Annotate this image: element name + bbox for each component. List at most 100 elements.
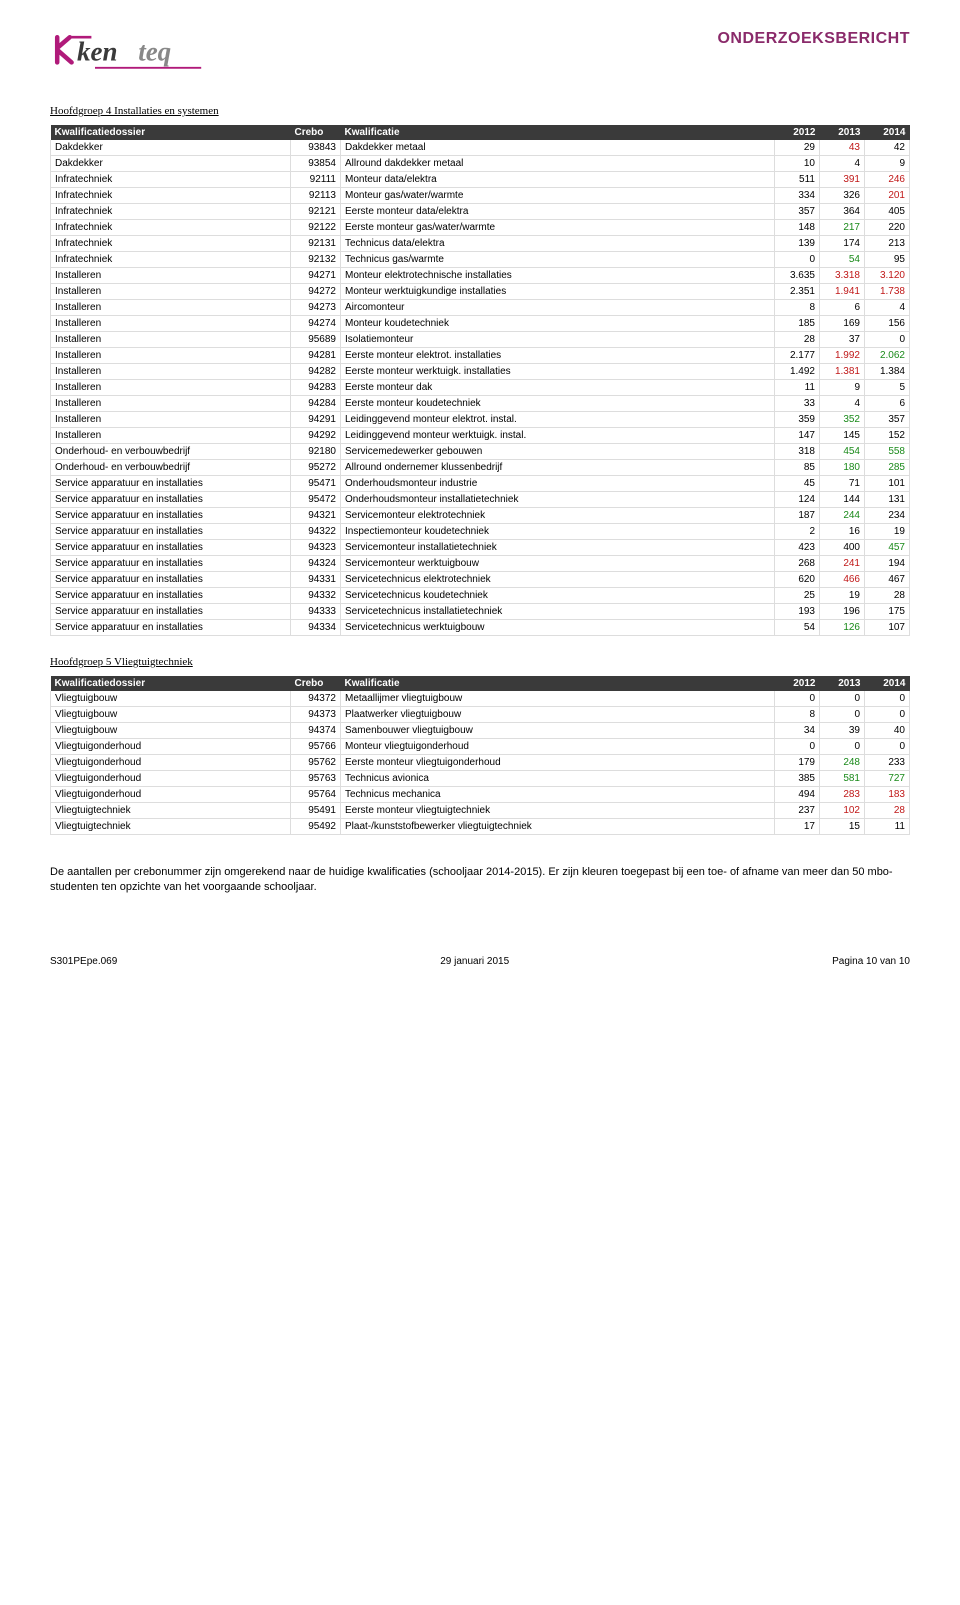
table-row: Service apparatuur en installaties94334S…	[51, 620, 910, 636]
table-cell: Vliegtuigonderhoud	[51, 771, 291, 787]
table-cell: 94332	[291, 588, 341, 604]
table-cell: 92132	[291, 252, 341, 268]
table-cell: 156	[865, 316, 910, 332]
table-row: Vliegtuigonderhoud95766Monteur vliegtuig…	[51, 739, 910, 755]
table-cell: Vliegtuigonderhoud	[51, 755, 291, 771]
document-title: ONDERZOEKSBERICHT	[717, 30, 910, 48]
table-cell: 28	[865, 588, 910, 604]
table-cell: 19	[865, 524, 910, 540]
table-row: Onderhoud- en verbouwbedrijf92180Service…	[51, 444, 910, 460]
footnote: De aantallen per crebonummer zijn omgere…	[50, 865, 910, 896]
table-row: Service apparatuur en installaties94323S…	[51, 540, 910, 556]
column-header: 2012	[775, 676, 820, 691]
table-cell: 454	[820, 444, 865, 460]
table-cell: Infratechniek	[51, 188, 291, 204]
page-footer: S301PEpe.069 29 januari 2015 Pagina 10 v…	[50, 956, 910, 967]
table-header: KwalificatiedossierCreboKwalificatie2012…	[51, 125, 910, 140]
table-cell: Eerste monteur data/elektra	[341, 204, 775, 220]
table-cell: Samenbouwer vliegtuigbouw	[341, 723, 775, 739]
table-cell: 2.351	[775, 284, 820, 300]
table-row: Vliegtuigtechniek95492Plaat-/kunststofbe…	[51, 819, 910, 835]
table-cell: 400	[820, 540, 865, 556]
table-cell: 9	[820, 380, 865, 396]
table-cell: 1.492	[775, 364, 820, 380]
table-cell: 1.992	[820, 348, 865, 364]
table-cell: 94321	[291, 508, 341, 524]
table-cell: 169	[820, 316, 865, 332]
logo-svg: ken teq	[50, 30, 230, 75]
table-row: Vliegtuigonderhoud95762Eerste monteur vl…	[51, 755, 910, 771]
table-row: Installeren94282Eerste monteur werktuigk…	[51, 364, 910, 380]
table-cell: 213	[865, 236, 910, 252]
table-cell: Servicetechnicus werktuigbouw	[341, 620, 775, 636]
table-cell: 0	[865, 707, 910, 723]
table-cell: 581	[820, 771, 865, 787]
table-cell: 180	[820, 460, 865, 476]
table-row: Infratechniek92132Technicus gas/warmte05…	[51, 252, 910, 268]
table-cell: 124	[775, 492, 820, 508]
table-cell: 145	[820, 428, 865, 444]
table-cell: Eerste monteur vliegtuigonderhoud	[341, 755, 775, 771]
table-cell: 558	[865, 444, 910, 460]
table-cell: Onderhoud- en verbouwbedrijf	[51, 444, 291, 460]
table-cell: Installeren	[51, 268, 291, 284]
table-row: Installeren94281Eerste monteur elektrot.…	[51, 348, 910, 364]
table-row: Installeren94271Monteur elektrotechnisch…	[51, 268, 910, 284]
table-cell: 0	[865, 739, 910, 755]
table-cell: 94291	[291, 412, 341, 428]
table-cell: Installeren	[51, 316, 291, 332]
table-row: Infratechniek92131Technicus data/elektra…	[51, 236, 910, 252]
table-cell: Eerste monteur koudetechniek	[341, 396, 775, 412]
table-cell: Service apparatuur en installaties	[51, 588, 291, 604]
table-cell: 9	[865, 156, 910, 172]
table-cell: 283	[820, 787, 865, 803]
table-cell: Service apparatuur en installaties	[51, 572, 291, 588]
table-cell: 405	[865, 204, 910, 220]
table-row: Onderhoud- en verbouwbedrijf95272Allroun…	[51, 460, 910, 476]
table-row: Infratechniek92121Eerste monteur data/el…	[51, 204, 910, 220]
table-cell: Vliegtuigtechniek	[51, 819, 291, 835]
table-cell: 95471	[291, 476, 341, 492]
table-cell: 326	[820, 188, 865, 204]
table-cell: Technicus avionica	[341, 771, 775, 787]
table-cell: Eerste monteur gas/water/warmte	[341, 220, 775, 236]
table-cell: 95689	[291, 332, 341, 348]
table-cell: 175	[865, 604, 910, 620]
svg-text:ken: ken	[77, 37, 118, 67]
table-row: Dakdekker93854Allround dakdekker metaal1…	[51, 156, 910, 172]
table-row: Installeren94273Aircomonteur864	[51, 300, 910, 316]
table-cell: 93843	[291, 140, 341, 156]
page-header: ken teq ONDERZOEKSBERICHT	[50, 30, 910, 75]
table-section-1: KwalificatiedossierCreboKwalificatie2012…	[50, 125, 910, 636]
table-cell: Onderhoud- en verbouwbedrijf	[51, 460, 291, 476]
table-row: Installeren94291Leidinggevend monteur el…	[51, 412, 910, 428]
table-cell: 94374	[291, 723, 341, 739]
table-cell: Installeren	[51, 364, 291, 380]
table-cell: 0	[775, 691, 820, 707]
table-row: Vliegtuigbouw94373Plaatwerker vliegtuigb…	[51, 707, 910, 723]
table-cell: 71	[820, 476, 865, 492]
column-header: Crebo	[291, 125, 341, 140]
table-cell: 33	[775, 396, 820, 412]
section-2-title: Hoofdgroep 5 Vliegtuigtechniek	[50, 656, 910, 668]
table-cell: Dakdekker	[51, 140, 291, 156]
table-cell: 94274	[291, 316, 341, 332]
table-cell: Infratechniek	[51, 236, 291, 252]
table-cell: Installeren	[51, 412, 291, 428]
table-cell: 54	[820, 252, 865, 268]
table-cell: 8	[775, 300, 820, 316]
table-cell: 727	[865, 771, 910, 787]
table-cell: Service apparatuur en installaties	[51, 508, 291, 524]
table-cell: 217	[820, 220, 865, 236]
table-cell: 95763	[291, 771, 341, 787]
table-cell: 92111	[291, 172, 341, 188]
table-cell: 187	[775, 508, 820, 524]
table-row: Vliegtuigbouw94374Samenbouwer vliegtuigb…	[51, 723, 910, 739]
table-cell: 11	[865, 819, 910, 835]
table-cell: 94292	[291, 428, 341, 444]
table-cell: 94284	[291, 396, 341, 412]
section-1-title: Hoofdgroep 4 Installaties en systemen	[50, 105, 910, 117]
table-cell: Plaat-/kunststofbewerker vliegtuigtechni…	[341, 819, 775, 835]
table-cell: 183	[865, 787, 910, 803]
table-cell: Onderhoudsmonteur installatietechniek	[341, 492, 775, 508]
